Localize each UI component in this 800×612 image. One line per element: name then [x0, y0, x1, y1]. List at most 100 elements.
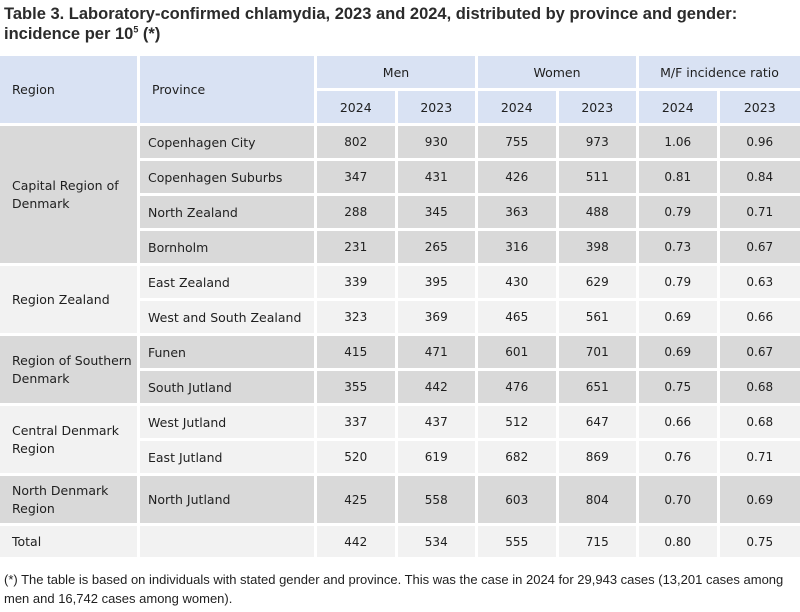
table-row: Capital Region of Denmark Copenhagen City… — [0, 126, 800, 266]
region-cell: Region Zealand — [0, 266, 140, 336]
province-cell: Copenhagen Suburbs — [140, 161, 317, 196]
province-cell: East Zealand — [140, 266, 317, 301]
value-cell: 603 — [478, 476, 559, 526]
total-row: Total 442 534 555 715 0.80 0.75 — [0, 526, 800, 560]
total-value-cell: 0.75 — [719, 526, 800, 560]
value-cell: 973 — [558, 126, 640, 161]
province-cell: North Zealand — [140, 196, 317, 231]
total-value-cell: 442 — [317, 526, 398, 560]
value-cell: 0.79 — [639, 266, 720, 301]
value-cell: 869 — [558, 441, 640, 476]
table-row: West and South Zealand 323 369 465 561 0.69 0.… — [0, 301, 800, 336]
region-cell: Capital Region of Denmark — [0, 126, 140, 266]
value-cell: 398 — [558, 231, 640, 266]
value-cell: 323 — [317, 301, 398, 336]
value-cell: 0.68 — [719, 406, 800, 441]
total-value-cell: 534 — [397, 526, 478, 560]
value-cell: 231 — [317, 231, 398, 266]
value-cell: 0.67 — [719, 336, 800, 371]
header-year: 2024 — [478, 91, 559, 126]
value-cell: 339 — [317, 266, 398, 301]
total-value-cell: 715 — [558, 526, 640, 560]
value-cell: 561 — [558, 301, 640, 336]
value-cell: 804 — [558, 476, 640, 526]
province-cell: East Jutland — [140, 441, 317, 476]
province-cell: North Jutland — [140, 476, 317, 526]
province-cell: Funen — [140, 336, 317, 371]
value-cell: 431 — [397, 161, 478, 196]
table-row: Region of Southern Denmark Funen 415 471 601… — [0, 336, 800, 406]
header-year: 2023 — [397, 91, 478, 126]
province-cell: West Jutland — [140, 406, 317, 441]
header-year: 2023 — [719, 91, 800, 126]
region-cell: North Denmark Region — [0, 476, 140, 526]
total-label: Total — [0, 526, 140, 560]
table-footnote: (*) The table is based on individuals wi… — [4, 572, 784, 606]
value-cell: 345 — [397, 196, 478, 231]
incidence-table: Region Province Men Women M/F incidence … — [0, 56, 800, 560]
header-province: Province — [140, 56, 317, 126]
region-cell: Central Denmark Region — [0, 406, 140, 476]
value-cell: 265 — [397, 231, 478, 266]
value-cell: 512 — [478, 406, 559, 441]
value-cell: 471 — [397, 336, 478, 371]
value-cell: 430 — [478, 266, 559, 301]
header-women: Women — [478, 56, 640, 91]
table-row: South Jutland 355 442 476 651 0.75 0.68 — [0, 371, 800, 406]
value-cell: 619 — [397, 441, 478, 476]
value-cell: 363 — [478, 196, 559, 231]
value-cell: 0.66 — [639, 406, 720, 441]
value-cell: 601 — [478, 336, 559, 371]
table-row: Bornholm 231 265 316 398 0.73 0.67 — [0, 231, 800, 266]
value-cell: 0.71 — [719, 196, 800, 231]
value-cell: 0.84 — [719, 161, 800, 196]
header-ratio: M/F incidence ratio — [639, 56, 800, 91]
value-cell: 0.63 — [719, 266, 800, 301]
value-cell: 755 — [478, 126, 559, 161]
value-cell: 629 — [558, 266, 640, 301]
province-cell: Bornholm — [140, 231, 317, 266]
value-cell: 0.75 — [639, 371, 720, 406]
province-cell: South Jutland — [140, 371, 317, 406]
value-cell: 520 — [317, 441, 398, 476]
value-cell: 511 — [558, 161, 640, 196]
value-cell: 337 — [317, 406, 398, 441]
title-superscript: 5 — [133, 24, 139, 35]
value-cell: 0.76 — [639, 441, 720, 476]
header-year: 2024 — [317, 91, 398, 126]
header-region: Region — [0, 56, 140, 126]
value-cell: 437 — [397, 406, 478, 441]
value-cell: 651 — [558, 371, 640, 406]
value-cell: 355 — [317, 371, 398, 406]
table-row: East Jutland 520 619 682 869 0.76 0.71 — [0, 441, 800, 476]
value-cell: 802 — [317, 126, 398, 161]
header-year: 2024 — [639, 91, 720, 126]
value-cell: 1.06 — [639, 126, 720, 161]
value-cell: 425 — [317, 476, 398, 526]
value-cell: 476 — [478, 371, 559, 406]
province-cell — [140, 526, 317, 560]
value-cell: 0.96 — [719, 126, 800, 161]
table-row: North Zealand 288 345 363 488 0.79 0.71 — [0, 196, 800, 231]
value-cell: 0.69 — [639, 336, 720, 371]
total-value-cell: 555 — [478, 526, 559, 560]
value-cell: 558 — [397, 476, 478, 526]
table-row: Central Denmark Region West Jutland 337 437… — [0, 406, 800, 476]
header-year: 2023 — [558, 91, 640, 126]
value-cell: 0.81 — [639, 161, 720, 196]
value-cell: 0.68 — [719, 371, 800, 406]
value-cell: 0.71 — [719, 441, 800, 476]
value-cell: 426 — [478, 161, 559, 196]
province-cell: Copenhagen City — [140, 126, 317, 161]
value-cell: 0.70 — [639, 476, 720, 526]
table-title: Table 3. Laboratory-confirmed chlamydia,… — [4, 5, 738, 43]
value-cell: 0.66 — [719, 301, 800, 336]
value-cell: 930 — [397, 126, 478, 161]
value-cell: 0.67 — [719, 231, 800, 266]
table-row: North Denmark Region North Jutland 425 558 6… — [0, 476, 800, 526]
province-cell: West and South Zealand — [140, 301, 317, 336]
value-cell: 0.73 — [639, 231, 720, 266]
value-cell: 288 — [317, 196, 398, 231]
value-cell: 415 — [317, 336, 398, 371]
value-cell: 701 — [558, 336, 640, 371]
